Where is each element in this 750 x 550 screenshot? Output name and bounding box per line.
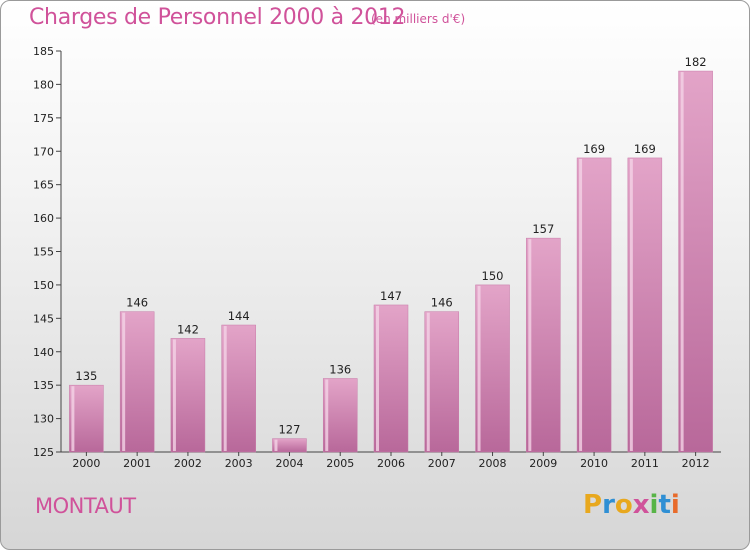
x-tick-label: 2001 <box>123 457 151 470</box>
x-tick-label: 2004 <box>275 457 303 470</box>
bar-highlight <box>71 386 75 451</box>
x-tick-label: 2006 <box>377 457 405 470</box>
bar-2011 <box>627 157 663 453</box>
bar-highlight <box>325 379 329 451</box>
logo-letter: r <box>602 490 615 520</box>
y-tick-label: 130 <box>33 413 54 426</box>
y-tick-label: 175 <box>33 112 54 125</box>
bar-value-label: 182 <box>685 55 707 69</box>
y-tick-label: 150 <box>33 279 54 292</box>
y-tick-label: 160 <box>33 212 54 225</box>
logo-letter: x <box>632 490 650 520</box>
y-tick-label: 145 <box>33 312 54 325</box>
y-tick-label: 185 <box>33 45 54 58</box>
logo-letter: i <box>670 490 680 520</box>
bar-2007 <box>424 311 460 453</box>
chart-title: Charges de Personnel 2000 à 2012 <box>29 5 406 30</box>
bar-value-label: 142 <box>177 322 199 336</box>
bar-highlight <box>477 285 481 451</box>
logo-letter: i <box>649 490 659 520</box>
bar-2008 <box>475 284 510 453</box>
bar-2009 <box>526 237 561 453</box>
x-tick-label: 2003 <box>225 457 253 470</box>
bar-highlight <box>122 312 126 451</box>
bar-value-label: 136 <box>329 362 351 376</box>
bar-2000 <box>69 384 104 453</box>
y-tick-label: 165 <box>33 179 54 192</box>
bar-value-label: 150 <box>482 269 504 283</box>
y-tick-label: 125 <box>33 446 54 459</box>
bar-2012 <box>678 70 713 453</box>
y-tick-label: 140 <box>33 346 54 359</box>
bar-2002 <box>170 338 206 453</box>
bar-value-label: 146 <box>431 296 453 310</box>
bar-2003 <box>221 324 256 453</box>
commune-name: MONTAUT <box>35 494 136 518</box>
bar-value-label: 169 <box>634 142 656 156</box>
bar-value-label: 157 <box>532 222 554 236</box>
logo-letter: P <box>583 490 603 520</box>
x-tick-label: 2011 <box>631 457 659 470</box>
bar-2006 <box>373 304 409 453</box>
bar-highlight <box>629 158 633 451</box>
bar-value-label: 127 <box>278 423 300 437</box>
x-tick-label: 2010 <box>580 457 608 470</box>
bar-highlight <box>528 239 532 451</box>
bar-value-label: 144 <box>228 309 250 323</box>
x-tick-label: 2002 <box>174 457 202 470</box>
x-tick-label: 2007 <box>428 457 456 470</box>
bar-highlight <box>274 439 278 451</box>
logo-letter: o <box>614 490 633 520</box>
x-tick-label: 2012 <box>682 457 710 470</box>
bar-highlight <box>579 158 583 451</box>
bar-2005 <box>322 378 358 453</box>
proxiti-logo: Proxiti <box>583 490 680 520</box>
bar-highlight <box>172 339 176 451</box>
bar-value-label: 147 <box>380 289 402 303</box>
chart-subtitle: (en milliers d'€) <box>371 12 466 26</box>
x-tick-label: 2008 <box>479 457 507 470</box>
logo-letter: t <box>658 490 671 520</box>
bar-highlight <box>376 305 379 451</box>
bar-value-label: 146 <box>126 296 148 310</box>
bar-2004 <box>272 438 307 453</box>
bar-2001 <box>119 311 155 453</box>
bar-value-label: 169 <box>583 142 605 156</box>
bar-value-label: 135 <box>75 369 97 383</box>
bar-highlight <box>680 72 684 452</box>
y-tick-label: 155 <box>33 246 54 259</box>
x-tick-label: 2000 <box>72 457 100 470</box>
y-tick-label: 170 <box>33 145 54 158</box>
x-tick-label: 2009 <box>529 457 557 470</box>
bar-2010 <box>576 157 612 453</box>
y-tick-label: 180 <box>33 78 54 91</box>
bar-highlight <box>426 312 430 451</box>
y-tick-label: 135 <box>33 379 54 392</box>
bar-highlight <box>223 326 227 451</box>
x-tick-label: 2005 <box>326 457 354 470</box>
